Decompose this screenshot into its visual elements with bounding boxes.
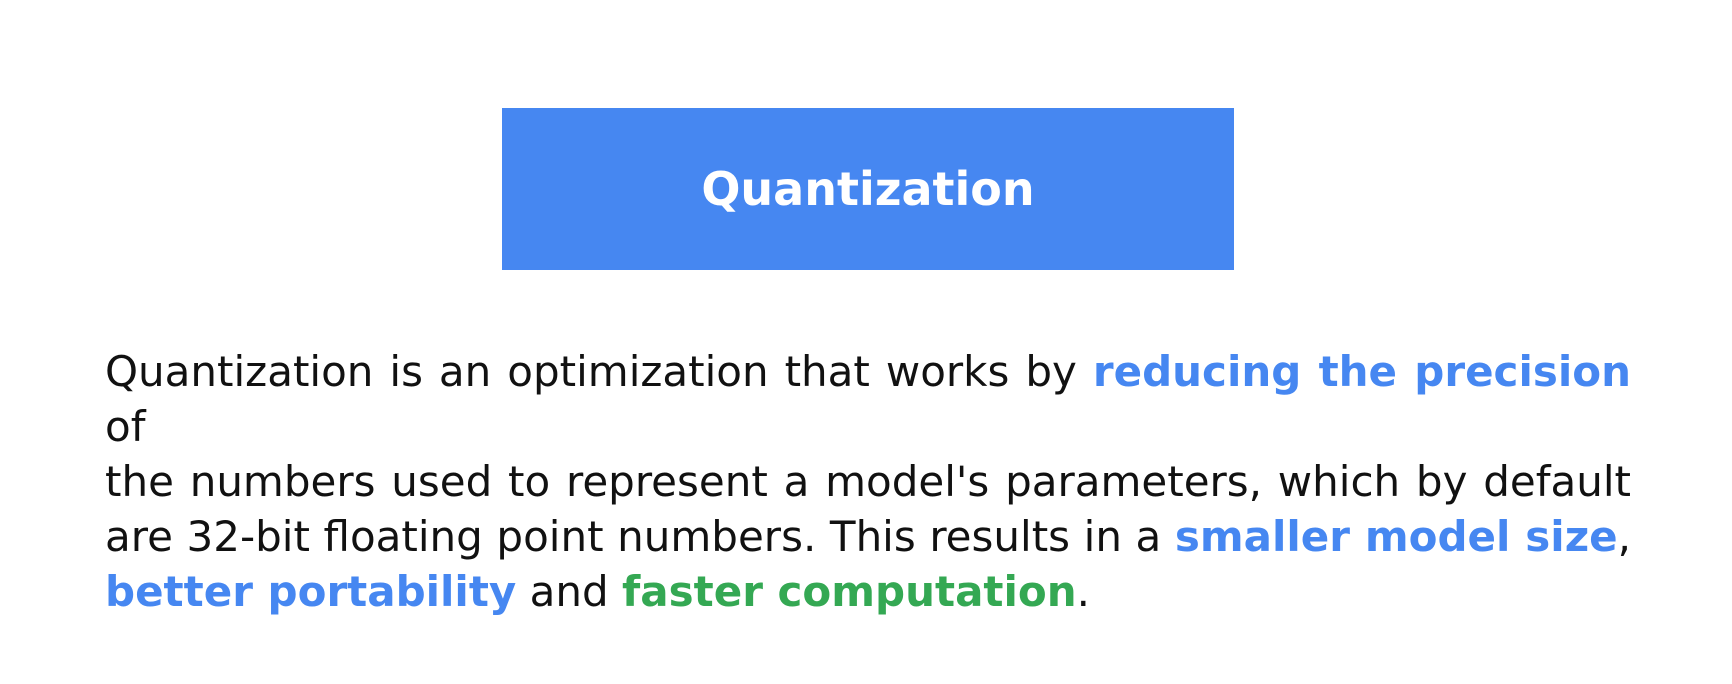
paragraph-line-3: are 32-bit floating point numbers. This … bbox=[105, 509, 1631, 564]
paragraph-line-1: Quantization is an optimization that wor… bbox=[105, 344, 1631, 454]
paragraph-line-2: the numbers used to represent a model's … bbox=[105, 454, 1631, 509]
plain-text: . bbox=[1076, 567, 1091, 616]
plain-text: are 32-bit floating point numbers. This … bbox=[105, 512, 1175, 561]
title-banner: Quantization bbox=[502, 108, 1234, 270]
description-paragraph: Quantization is an optimization that wor… bbox=[105, 344, 1631, 619]
highlight-smaller-model-size: smaller model size bbox=[1174, 512, 1618, 561]
highlight-better-portability: better portability bbox=[105, 567, 517, 616]
plain-text: and bbox=[516, 567, 623, 616]
title-text: Quantization bbox=[701, 162, 1035, 216]
plain-text: the numbers used to represent a model's … bbox=[105, 457, 1631, 506]
plain-text: Quantization is an optimization that wor… bbox=[105, 347, 1093, 396]
highlight-reducing-precision: reducing the precision bbox=[1092, 347, 1632, 396]
highlight-faster-computation: faster computation bbox=[622, 567, 1077, 616]
paragraph-line-4: better portability and faster computatio… bbox=[105, 564, 1631, 619]
plain-text: of bbox=[105, 402, 146, 451]
plain-text: , bbox=[1617, 512, 1631, 561]
